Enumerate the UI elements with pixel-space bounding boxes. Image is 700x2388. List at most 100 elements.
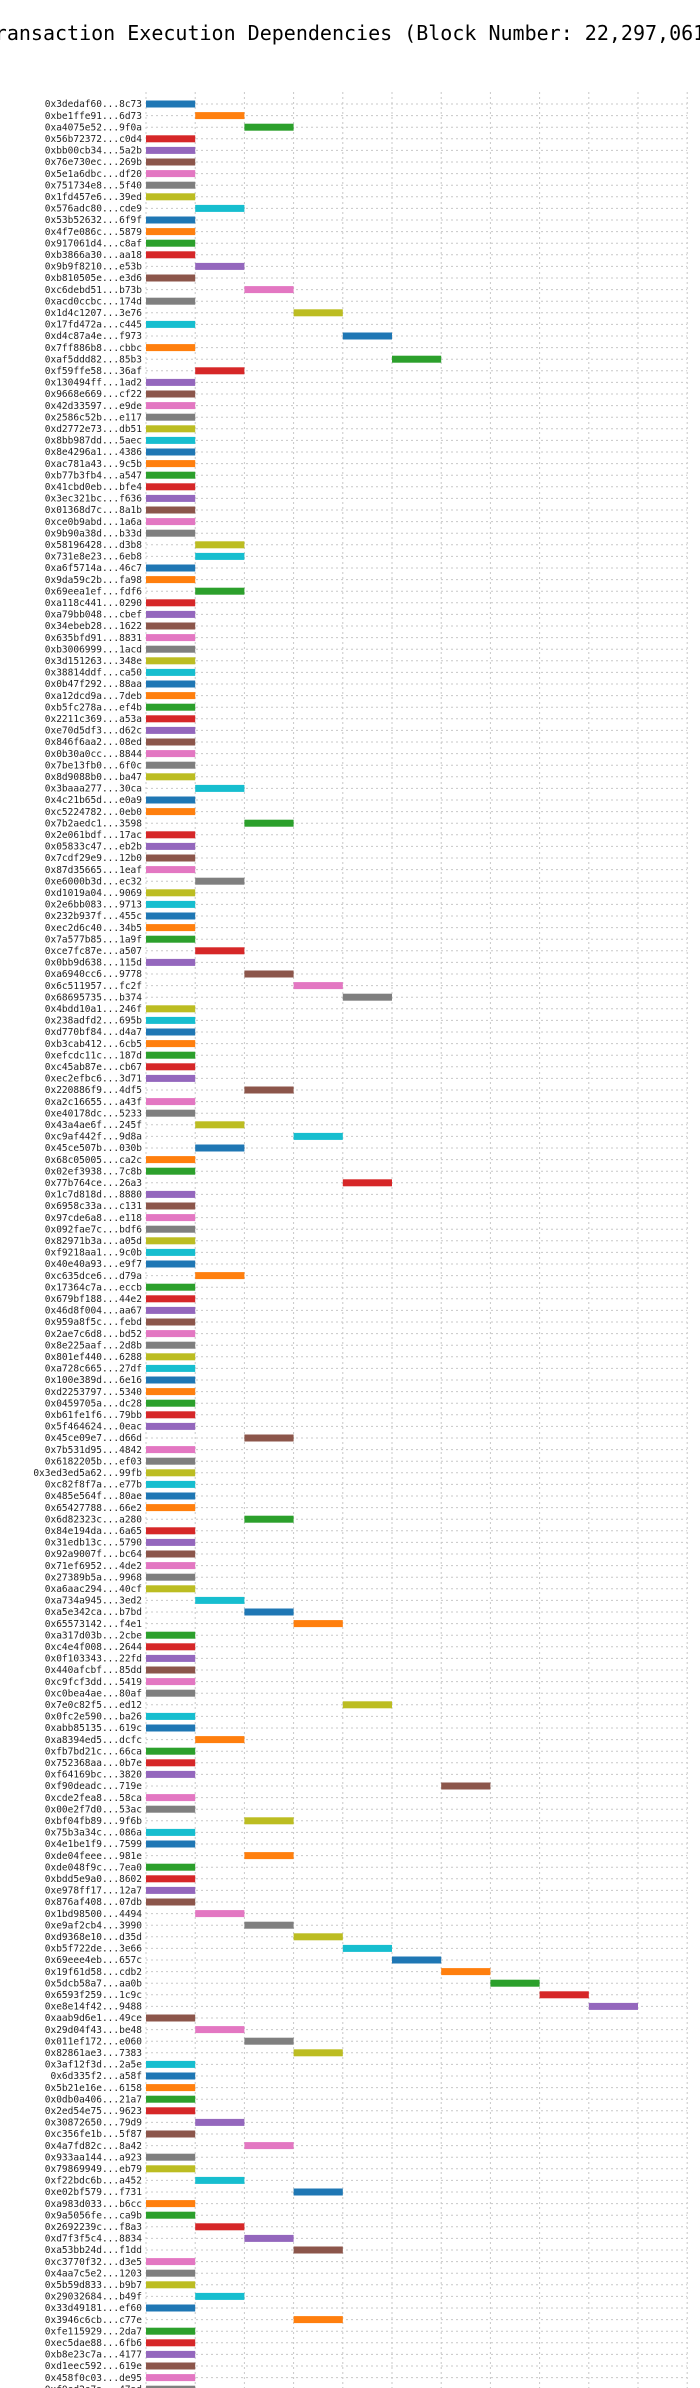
tx-label: 0x9da59c2b...fa98: [45, 575, 143, 586]
tx-bar: [244, 970, 294, 978]
tx-bar: [146, 170, 196, 178]
tx-label: 0xf64169bc...3820: [45, 1770, 143, 1781]
tx-bar: [146, 320, 196, 328]
tx-bar: [195, 1910, 245, 1918]
tx-bar: [244, 1434, 294, 1442]
tx-bar: [146, 1202, 196, 1210]
tx-label: 0x82971b3a...a05d: [45, 1236, 142, 1247]
tx-label: 0x1d4c1207...3e76: [45, 308, 143, 319]
tx-bar: [146, 1666, 196, 1674]
y-tick-labels: 0x3dedaf60...8c730xbe1ffe91...6d730xa407…: [33, 99, 142, 2388]
tx-bar: [146, 1098, 196, 1106]
tx-bar: [195, 1596, 245, 1604]
tx-bar: [146, 1492, 196, 1500]
tx-label: 0xb3cab412...6cb5: [45, 1039, 142, 1050]
tx-bar: [146, 494, 196, 502]
tx-bar: [146, 216, 196, 224]
tx-label: 0xac781a43...9c5b: [45, 459, 143, 470]
tx-bar: [146, 1260, 196, 1268]
tx-label: 0x7b531d95...4842: [45, 1445, 142, 1456]
tx-label: 0xf22bdc6b...a452: [45, 2176, 142, 2187]
tx-label: 0xf0ed2e7a...47ad: [45, 2384, 142, 2388]
tx-label: 0x97cde6a8...e118: [45, 1213, 143, 1224]
tx-label: 0x82861ae3...7383: [45, 2048, 142, 2059]
tx-label: 0x9b9f8210...e53b: [45, 262, 143, 273]
tx-bar: [195, 367, 245, 375]
tx-bar: [146, 1074, 196, 1082]
tx-label: 0x6593f259...1c9c: [45, 1990, 142, 2001]
tx-label: 0x5e1a6dbc...df20: [45, 169, 143, 180]
tx-label: 0x6958c33a...c131: [45, 1201, 143, 1212]
tx-label: 0xacd0ccbc...174d: [45, 296, 142, 307]
tx-label: 0x56b72372...c0d4: [45, 134, 143, 145]
tx-label: 0x7a577b85...1a9f: [45, 934, 142, 945]
tx-label: 0x92a9007f...bc64: [45, 1549, 143, 1560]
tx-label: 0x0b30a0cc...8844: [45, 749, 143, 760]
tx-label: 0x7be13fb0...6f0c: [45, 760, 142, 771]
tx-label: 0xb8e23c7a...4177: [45, 2350, 142, 2361]
tx-bar: [146, 1759, 196, 1767]
tx-bar: [146, 657, 196, 665]
tx-label: 0x02ef3938...7c8b: [45, 1166, 143, 1177]
tx-label: 0xa728c665...27df: [45, 1364, 142, 1375]
tx-label: 0x3af12f3d...2a5e: [45, 2060, 143, 2071]
tx-label: 0x232b937f...455c: [45, 911, 142, 922]
tx-label: 0xb5fc278a...ef4b: [45, 702, 143, 713]
tx-label: 0x6c511957...fc2f: [45, 981, 142, 992]
tx-bar: [146, 1330, 196, 1338]
tx-bar: [146, 1643, 196, 1651]
tx-label: 0xc5224782...0eb0: [45, 807, 143, 818]
tx-bar: [146, 924, 196, 932]
tx-bar: [244, 1921, 294, 1929]
tx-bar: [244, 286, 294, 294]
tx-label: 0x092fae7c...bdf6: [45, 1224, 143, 1235]
tx-bar: [244, 1515, 294, 1523]
tx-label: 0xa6aac294...40cf: [45, 1584, 142, 1595]
tx-label: 0x9b90a38d...b33d: [45, 528, 142, 539]
tx-label: 0x933aa144...a923: [45, 2152, 142, 2163]
tx-bar: [195, 1144, 245, 1152]
tx-label: 0x0bb9d638...115d: [45, 958, 142, 969]
tx-bar: [146, 1631, 196, 1639]
tx-label: 0xd4c87a4e...f973: [45, 331, 142, 342]
tx-label: 0xbf04fb89...9f6b: [45, 1816, 143, 1827]
tx-label: 0x46d8f004...aa67: [45, 1306, 142, 1317]
tx-bar: [146, 193, 196, 201]
tx-bar: [244, 1086, 294, 1094]
tx-bar: [195, 541, 245, 549]
tx-bar: [146, 854, 196, 862]
tx-label: 0x751734e8...5f40: [45, 180, 143, 191]
tx-bar: [342, 332, 392, 340]
tx-label: 0x5b59d833...b9b7: [45, 2280, 142, 2291]
tx-bar: [195, 587, 245, 595]
tx-bar: [146, 808, 196, 816]
tx-label: 0xc82f8f7a...e77b: [45, 1480, 143, 1491]
tx-label: 0x2e6bb083...9713: [45, 900, 142, 911]
tx-label: 0xaf5ddd82...85b3: [45, 354, 142, 365]
tx-label: 0x58196428...d3b8: [45, 540, 143, 551]
tx-bar: [146, 2350, 196, 2358]
tx-label: 0xe70d5df3...d62c: [45, 726, 142, 737]
tx-bar: [195, 2026, 245, 2034]
tx-bar: [146, 1156, 196, 1164]
tx-label: 0x846f6aa2...08ed: [45, 737, 142, 748]
tx-label: 0x3ec321bc...f636: [45, 494, 143, 505]
tx-label: 0x00e2f7d0...53ac: [45, 1804, 142, 1815]
tx-label: 0x0db0a406...21a7: [45, 2094, 142, 2105]
tx-bar: [146, 958, 196, 966]
tx-label: 0x2211c369...a53a: [45, 714, 142, 725]
tx-label: 0x7ff886b8...cbbc: [45, 343, 142, 354]
tx-label: 0xd1eec592...619e: [45, 2361, 143, 2372]
tx-bar: [146, 692, 196, 700]
tx-bar: [146, 448, 196, 456]
tx-bar: [293, 2188, 343, 2196]
tx-bar: [146, 378, 196, 386]
tx-bar: [146, 900, 196, 908]
tx-bar: [146, 1898, 196, 1906]
tx-bar: [146, 2153, 196, 2161]
tx-bar: [146, 1875, 196, 1883]
tx-label: 0x2e061bdf...17ac: [45, 830, 142, 841]
tx-bar: [146, 1712, 196, 1720]
tx-bar: [146, 506, 196, 514]
